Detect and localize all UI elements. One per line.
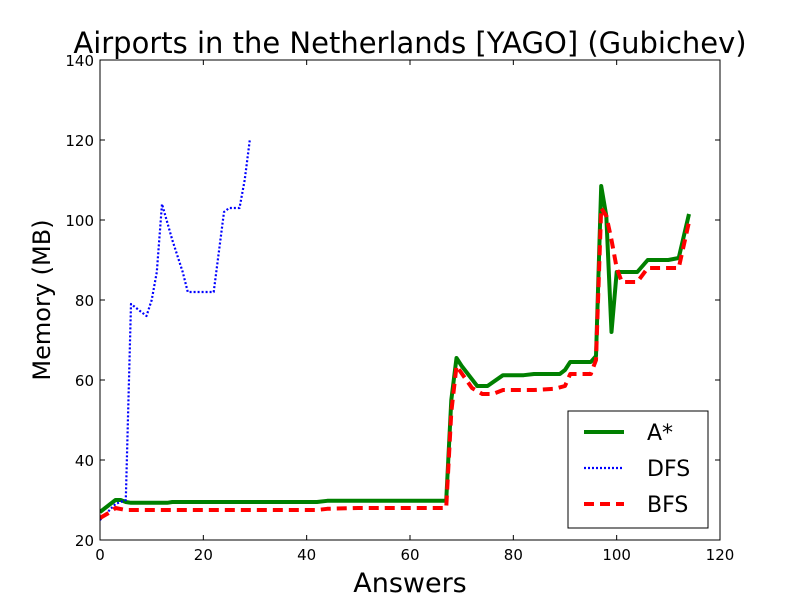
series-line-dfs (100, 139, 251, 521)
y-tick-label: 100 (65, 212, 94, 230)
x-axis-label: Answers (353, 568, 467, 599)
series-layer (100, 139, 691, 521)
x-tick-label: 80 (504, 546, 523, 564)
y-tick-label: 140 (65, 52, 94, 70)
x-tick-label: 0 (95, 546, 105, 564)
series-line-a (100, 184, 691, 514)
y-tick-label: 120 (65, 132, 94, 150)
x-tick-label: 100 (602, 546, 631, 564)
x-tick-label: 60 (400, 546, 419, 564)
y-tick-label: 20 (75, 532, 94, 550)
y-tick-label: 80 (75, 292, 94, 310)
legend-label: DFS (647, 457, 690, 482)
y-tick-label: 40 (75, 452, 94, 470)
y-axis-label: Memory (MB) (28, 219, 56, 380)
x-tick-label: 40 (297, 546, 316, 564)
y-tick-label: 60 (75, 372, 94, 390)
chart-title: Airports in the Netherlands [YAGO] (Gubi… (73, 26, 746, 60)
x-tick-label: 120 (706, 546, 735, 564)
legend-label: A* (647, 421, 673, 446)
legend-label: BFS (647, 493, 688, 518)
legend: A* DFS BFS (567, 410, 709, 529)
x-tick-label: 20 (194, 546, 213, 564)
